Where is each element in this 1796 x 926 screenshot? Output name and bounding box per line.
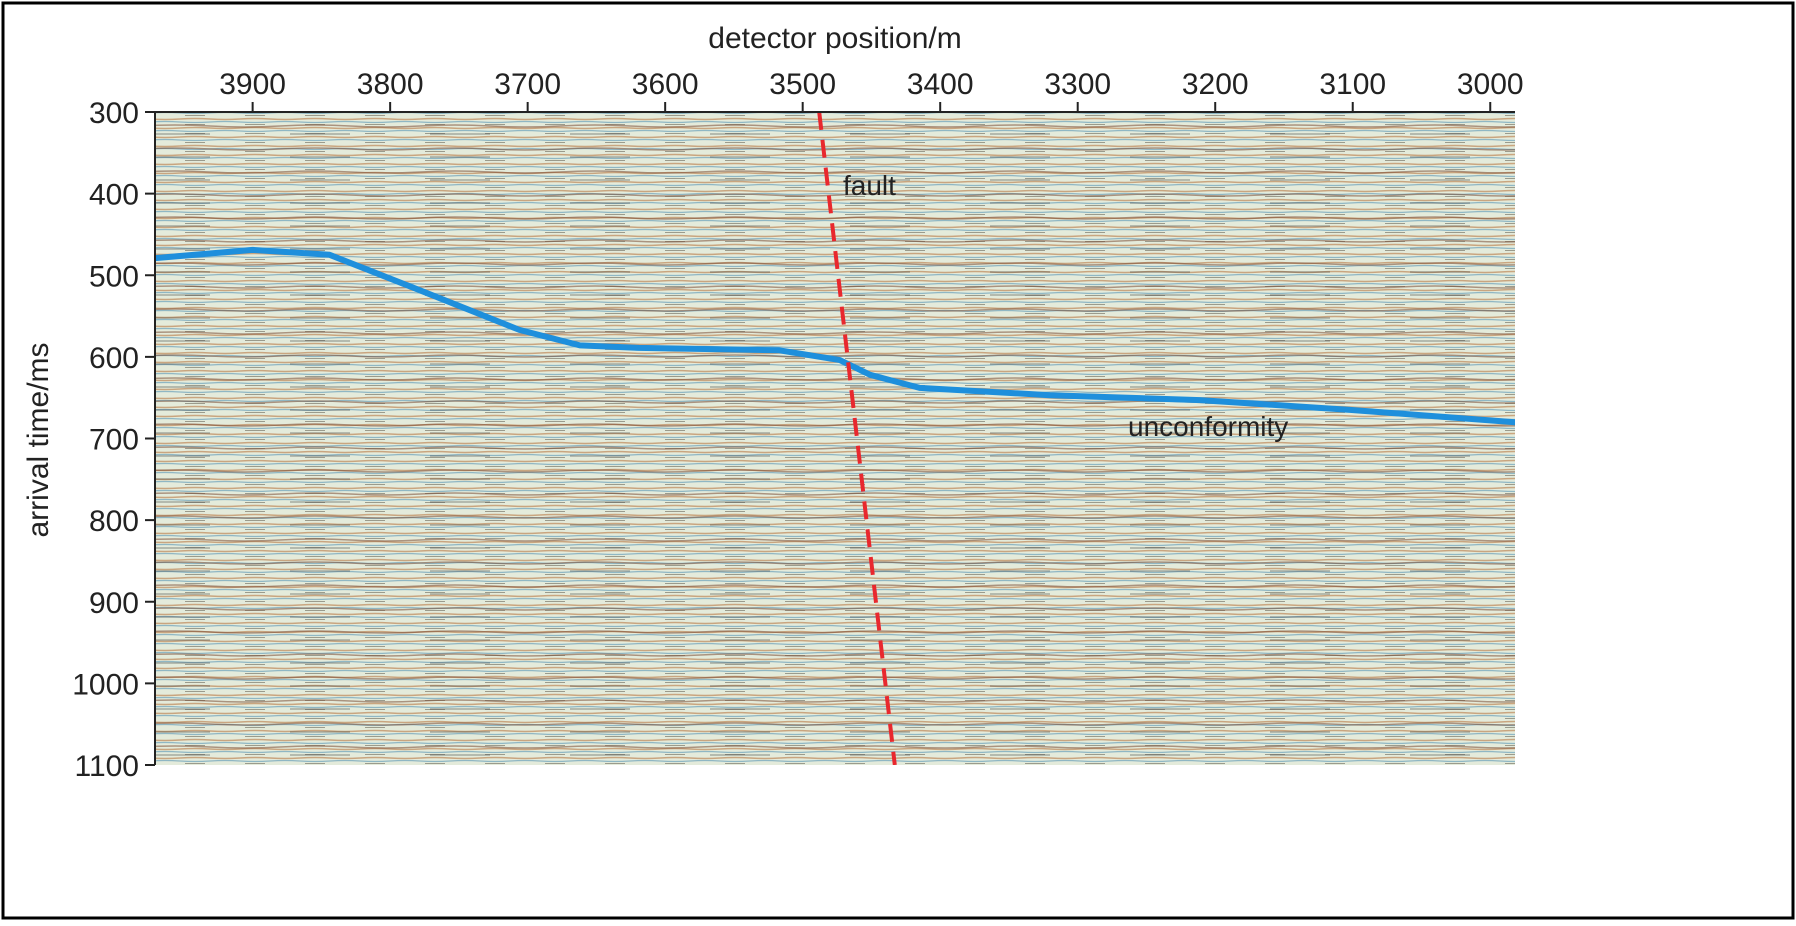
x-tick-label: 3000 [1457, 68, 1524, 101]
x-tick-label: 3600 [632, 68, 699, 101]
x-tick-label: 3500 [769, 68, 836, 101]
y-tick-label: 300 [89, 97, 139, 130]
y-tick-label: 800 [89, 505, 139, 538]
y-tick-label: 600 [89, 342, 139, 375]
x-tick-label: 3400 [907, 68, 974, 101]
series-annotation: fault [843, 170, 896, 201]
y-tick-label: 1000 [72, 668, 139, 701]
y-tick-label: 500 [89, 260, 139, 293]
y-tick-label: 700 [89, 424, 139, 457]
x-tick-label: 3700 [494, 68, 561, 101]
chart: detector position/m arrival time/ms 300 4… [0, 0, 1796, 921]
x-axis-title: detector position/m [708, 22, 961, 55]
y-tick-label: 1100 [74, 750, 139, 783]
x-tick-label: 3900 [219, 68, 286, 101]
x-tick-label: 3200 [1182, 68, 1249, 101]
y-tick-label: 400 [89, 179, 139, 212]
series-annotation: unconformity [1128, 411, 1288, 442]
x-tick-label: 3100 [1319, 68, 1386, 101]
x-tick-label: 3300 [1044, 68, 1111, 101]
seismic-texture [155, 112, 1515, 765]
y-tick-label: 900 [89, 587, 139, 620]
x-tick-label: 3800 [357, 68, 424, 101]
page: {"chart_data": { "type": "line", "x_labe… [0, 0, 1796, 921]
y-axis-title: arrival time/ms [22, 342, 55, 537]
